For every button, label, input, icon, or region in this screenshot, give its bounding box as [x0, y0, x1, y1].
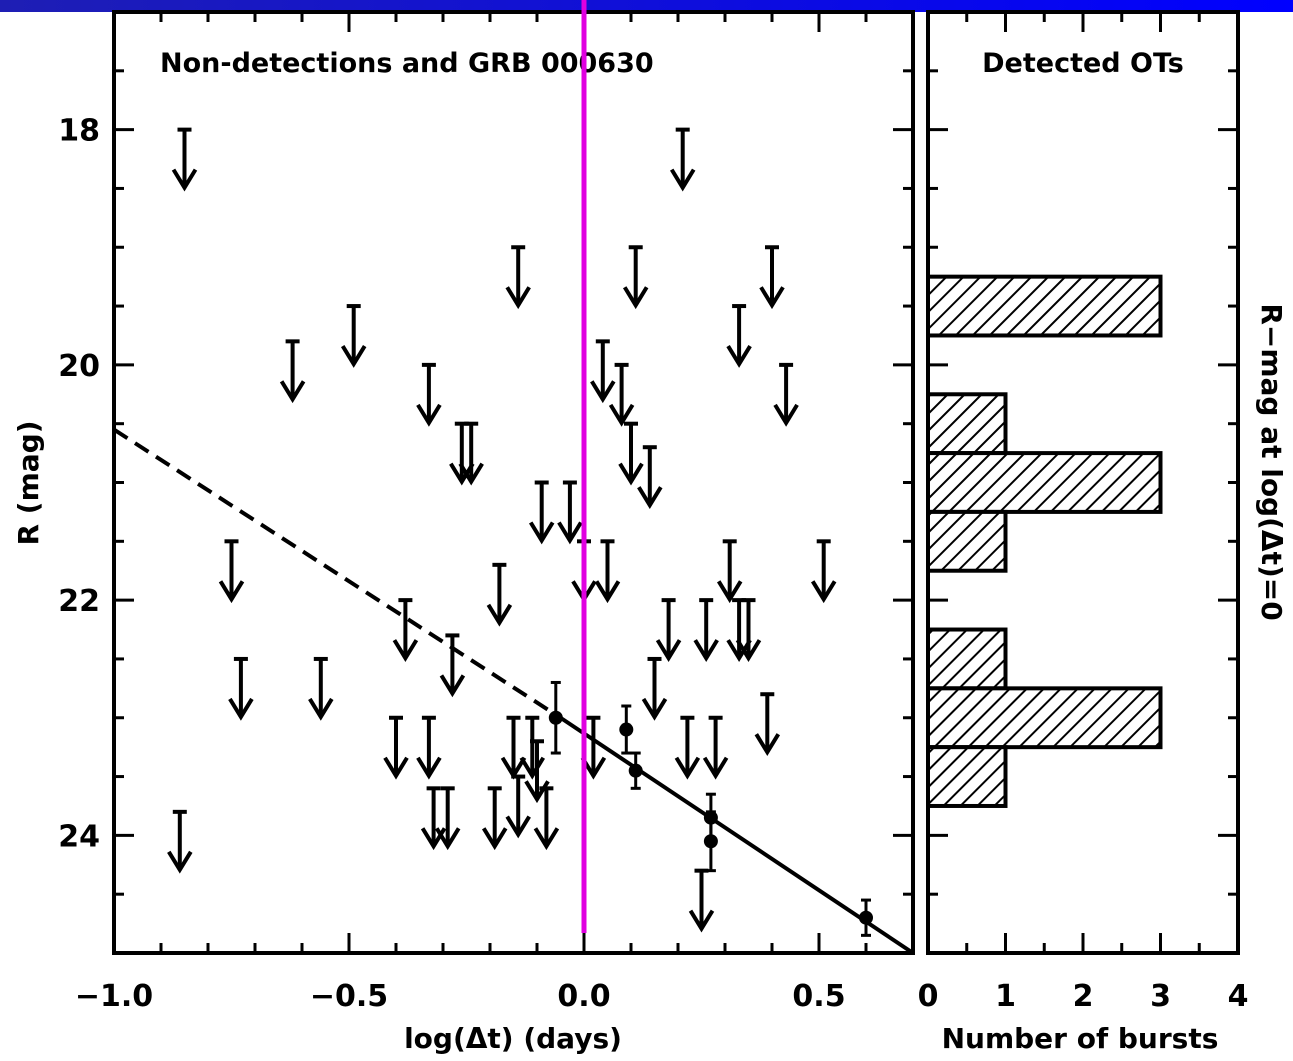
histogram-frame: [926, 10, 1240, 955]
detection-points: [548, 680, 873, 937]
upper-limit-arrow: [641, 656, 668, 721]
histogram-right-axis-title: R−mag at log(Δt)=0: [1255, 303, 1288, 620]
upper-limit-arrow: [486, 562, 513, 627]
upper-limit-arrow: [810, 539, 837, 604]
x-tick-label: 0.5: [792, 979, 845, 1014]
histogram-bar: [926, 745, 1008, 808]
main-plot-panel: Non-detections and GRB 000630 −1.0 −0.5 0.…: [12, 10, 915, 1055]
upper-limit-arrow: [439, 633, 466, 698]
fit-line-dashed: [112, 427, 562, 720]
histogram-x-tick-label: 3: [1150, 979, 1171, 1014]
main-x-axis-title: log(Δt) (days): [404, 1022, 622, 1055]
main-plot-frame: [112, 10, 915, 955]
upper-limit-arrow: [458, 421, 484, 486]
upper-limit-arrow: [655, 598, 682, 662]
upper-limit-arrow: [735, 598, 762, 662]
y-tick-label: 22: [58, 584, 100, 619]
upper-limit-arrow: [228, 656, 254, 721]
histogram-bars: [926, 274, 1163, 808]
upper-limit-arrow: [519, 715, 546, 780]
upper-limit-arrow: [618, 421, 644, 486]
detection-point: [619, 704, 634, 755]
histogram-bar: [926, 509, 1008, 573]
upper-limit-arrow: [533, 786, 560, 851]
y-tick-label: 24: [58, 819, 100, 854]
upper-limit-arrow: [308, 656, 334, 721]
main-plot-title: Non-detections and GRB 000630: [160, 48, 654, 79]
x-tick-label: −1.0: [75, 979, 153, 1014]
upper-limit-arrow: [688, 868, 715, 933]
upper-limit-arrow: [416, 715, 442, 780]
histogram-x-tick-label: 4: [1228, 979, 1249, 1014]
upper-limit-arrow: [759, 245, 785, 310]
upper-limit-arrow: [383, 715, 409, 780]
fit-line-solid: [559, 716, 915, 955]
header-bar: [0, 0, 1293, 12]
histogram-x-tick-labels: 0 1 2 3 4: [918, 979, 1249, 1014]
upper-limit-arrow: [773, 362, 799, 427]
upper-limit-arrow: [594, 539, 621, 604]
histogram-x-tick-label: 2: [1073, 979, 1094, 1014]
histogram-panel: Detected OTs 0 1 2 3 4 Number of bursts R−ma…: [918, 10, 1288, 1055]
main-y-axis-title: R (mag): [12, 420, 45, 545]
histogram-x-tick-label: 1: [995, 979, 1016, 1014]
histogram-bar: [926, 686, 1163, 750]
upper-limit-arrow: [434, 786, 461, 851]
upper-limit-arrow: [416, 362, 442, 427]
upper-limit-arrow: [392, 598, 419, 662]
upper-limit-arrow: [557, 480, 583, 545]
x-tick-label: 0.0: [557, 979, 610, 1014]
upper-limit-arrow: [716, 539, 743, 604]
main-axis-ticks: [112, 10, 915, 955]
histogram-bar: [926, 274, 1163, 338]
histogram-bar: [926, 392, 1008, 456]
upper-limit-arrow: [590, 339, 616, 404]
upper-limit-arrow: [608, 362, 635, 427]
y-tick-label: 18: [58, 114, 100, 149]
histogram-x-axis-title: Number of bursts: [942, 1022, 1219, 1055]
detection-point: [703, 810, 718, 873]
histogram-bar: [926, 451, 1163, 514]
upper-limit-arrow: [637, 445, 663, 510]
main-y-tick-labels: 18 20 22 24: [58, 114, 100, 855]
histogram-x-tick-label: 0: [918, 979, 939, 1014]
detection-point: [548, 680, 563, 755]
upper-limit-arrow: [500, 715, 527, 780]
detection-point: [628, 751, 643, 790]
upper-limit-arrow: [669, 127, 696, 192]
main-x-tick-labels: −1.0 −0.5 0.0 0.5: [75, 979, 846, 1014]
upper-limit-arrow: [693, 598, 719, 662]
x-tick-label: −0.5: [310, 979, 388, 1014]
upper-limit-arrow: [622, 245, 649, 310]
upper-limit-arrow: [505, 774, 531, 839]
histogram-bar: [926, 627, 1008, 691]
upper-limit-arrow: [481, 786, 508, 851]
upper-limit-arrow: [702, 715, 729, 780]
upper-limit-arrow: [171, 127, 198, 192]
fit-lines: [112, 427, 915, 955]
y-tick-label: 20: [58, 349, 100, 384]
upper-limit-arrow: [505, 245, 531, 310]
upper-limit-arrow: [279, 339, 306, 404]
upper-limit-arrow: [340, 304, 367, 368]
upper-limit-arrow: [754, 692, 781, 757]
upper-limit-arrow: [726, 304, 752, 368]
detection-point: [859, 898, 873, 937]
upper-limit-arrow: [218, 539, 245, 604]
upper-limit-arrow: [167, 809, 193, 874]
histogram-title: Detected OTs: [982, 48, 1184, 79]
upper-limit-arrow: [528, 480, 555, 545]
upper-limit-arrow: [674, 715, 701, 780]
upper-limit-arrows: [167, 127, 837, 933]
